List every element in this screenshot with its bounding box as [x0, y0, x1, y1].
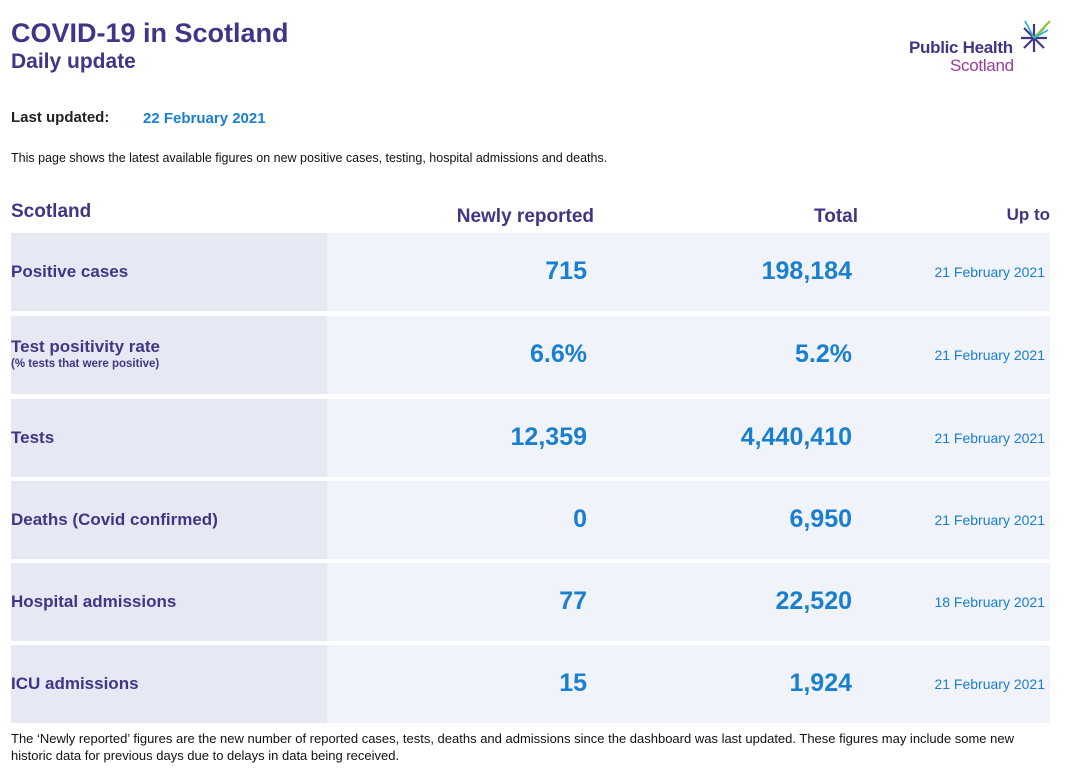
table-row-test-positivity: Test positivity rate (% tests that were …	[11, 316, 1050, 394]
row-label: Tests	[11, 428, 55, 447]
column-header-region: Scotland	[11, 201, 92, 222]
row-label-cell	[11, 399, 327, 477]
table-row-deaths: Deaths (Covid confirmed) 0 6,950 21 Febr…	[11, 481, 1050, 559]
up-to-date: 18 February 2021	[934, 594, 1045, 610]
row-label-cell	[11, 316, 327, 394]
row-label: Hospital admissions	[11, 592, 177, 611]
public-health-scotland-logo: Public Health Scotland	[906, 18, 1056, 78]
logo-text-line2: Scotland	[950, 56, 1014, 75]
logo-text-line1: Public Health	[909, 38, 1013, 57]
newly-reported-value: 6.6%	[530, 340, 587, 368]
up-to-date: 21 February 2021	[934, 264, 1045, 280]
row-label-cell	[11, 563, 327, 641]
table-row-tests: Tests 12,359 4,440,410 21 February 2021	[11, 399, 1050, 477]
row-sublabel: (% tests that were positive)	[11, 358, 160, 370]
up-to-date: 21 February 2021	[934, 347, 1045, 363]
newly-reported-value: 715	[545, 257, 587, 285]
row-label: Test positivity rate	[11, 337, 160, 356]
last-updated-date: 22 February 2021	[143, 110, 266, 127]
total-value: 22,520	[775, 587, 852, 615]
column-header-newly-reported: Newly reported	[456, 206, 594, 227]
row-label: ICU admissions	[11, 674, 139, 693]
column-header-up-to: Up to	[1006, 205, 1050, 224]
up-to-date: 21 February 2021	[934, 676, 1045, 692]
row-label-cell	[11, 645, 327, 723]
total-value: 198,184	[761, 257, 852, 285]
newly-reported-value: 12,359	[510, 423, 587, 451]
table-row-icu-admissions: ICU admissions 15 1,924 21 February 2021	[11, 645, 1050, 723]
row-label-cell	[11, 233, 327, 311]
star-burst-icon	[1021, 20, 1051, 52]
newly-reported-value: 77	[559, 587, 587, 615]
newly-reported-value: 15	[559, 669, 587, 697]
total-value: 6,950	[789, 505, 852, 533]
up-to-date: 21 February 2021	[934, 512, 1045, 528]
footnote: The ‘Newly reported’ figures are the new…	[11, 731, 1014, 763]
last-updated-label: Last updated:	[11, 109, 110, 126]
row-label: Deaths (Covid confirmed)	[11, 510, 218, 529]
total-value: 4,440,410	[740, 423, 852, 451]
row-label: Positive cases	[11, 262, 129, 281]
column-header-total: Total	[814, 206, 858, 227]
page-subtitle: Daily update	[11, 50, 136, 73]
up-to-date: 21 February 2021	[934, 430, 1045, 446]
total-value: 1,924	[789, 669, 852, 697]
newly-reported-value: 0	[573, 505, 587, 533]
total-value: 5.2%	[795, 340, 852, 368]
page-title: COVID-19 in Scotland	[11, 18, 289, 48]
intro-text: This page shows the latest available fig…	[11, 151, 608, 165]
table-row-positive-cases: Positive cases 715 198,184 21 February 2…	[11, 233, 1050, 311]
table-row-hospital-admissions: Hospital admissions 77 22,520 18 Februar…	[11, 563, 1050, 641]
row-label-cell	[11, 481, 327, 559]
